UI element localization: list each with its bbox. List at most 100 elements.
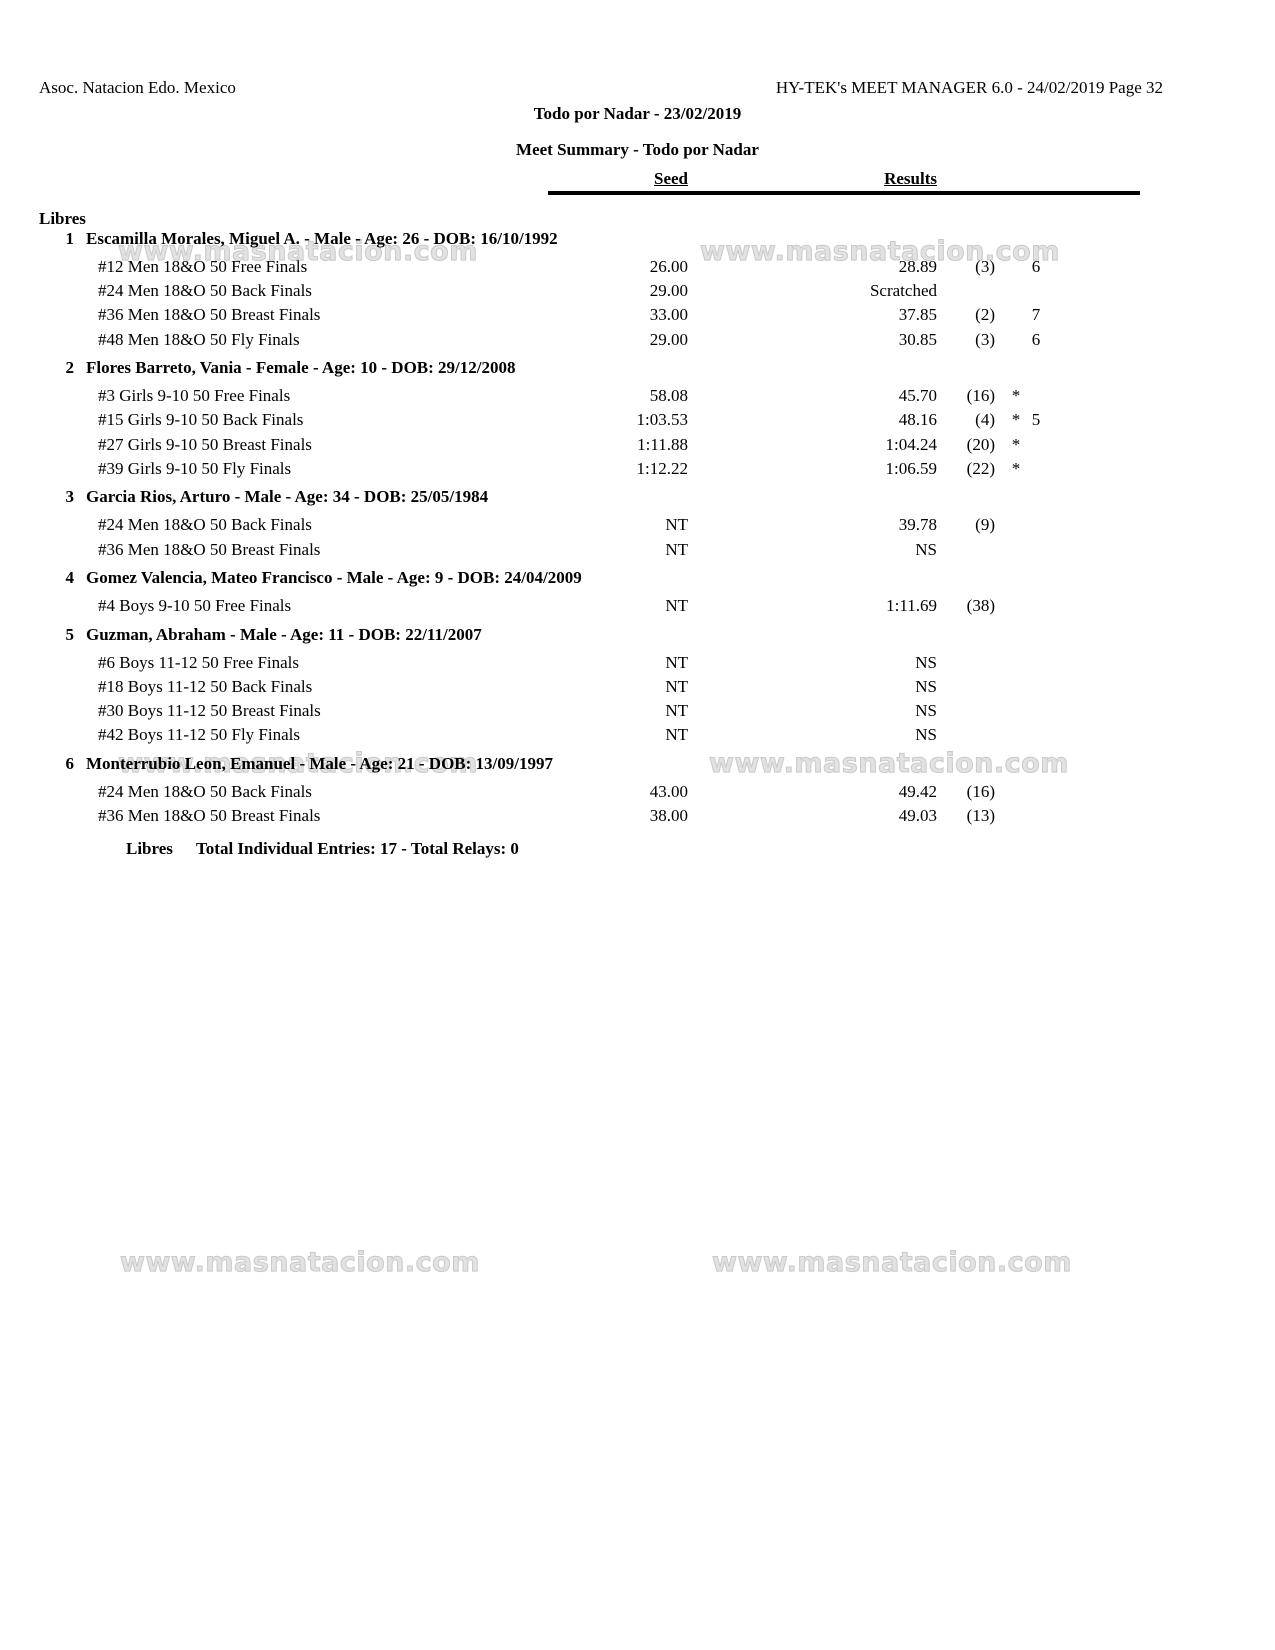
points (1023, 434, 1049, 455)
event-row: #24 Men 18&O 50 Back Finals NT 39.78 (9) (0, 514, 1275, 535)
swimmer-row: 6 Monterrubio Leon, Emanuel - Male - Age:… (0, 753, 1275, 774)
event-name: #39 Girls 9-10 50 Fly Finals (98, 459, 292, 478)
entry-number: 1 (65, 229, 75, 248)
points: 6 (1031, 257, 1041, 276)
points (1023, 781, 1049, 802)
place (915, 724, 995, 745)
points (1023, 676, 1049, 697)
event-name: #24 Men 18&O 50 Back Finals (98, 281, 312, 300)
watermark: www.masnatacion.com (700, 236, 1060, 267)
event-row: #3 Girls 9-10 50 Free Finals 58.08 45.70 (1… (0, 385, 1275, 406)
result-time: 1:11.69 (886, 596, 937, 615)
swimmer-name: Gomez Valencia, Mateo Francisco - Male -… (86, 568, 582, 587)
points (1023, 700, 1049, 721)
event-name: #24 Men 18&O 50 Back Finals (98, 782, 312, 801)
event-row: #4 Boys 9-10 50 Free Finals NT 1:11.69 (38) (0, 595, 1275, 616)
event-name: #18 Boys 11-12 50 Back Finals (98, 677, 313, 696)
swimmer-name: Garcia Rios, Arturo - Male - Age: 34 - D… (86, 487, 489, 506)
swimmer-row: 4 Gomez Valencia, Mateo Francisco - Male … (0, 567, 1275, 588)
seed-time: 43.00 (649, 782, 688, 801)
report-subtitle: Meet Summary - Todo por Nadar (516, 140, 759, 159)
seed-time: 33.00 (649, 305, 688, 324)
result-time: Scratched (869, 281, 937, 300)
watermark: www.masnatacion.com (709, 748, 1069, 779)
points: 7 (1031, 305, 1041, 324)
event-name: #27 Girls 9-10 50 Breast Finals (98, 435, 312, 454)
event-name: #12 Men 18&O 50 Free Finals (98, 257, 308, 276)
club-name: Asoc. Natacion Edo. Mexico (39, 78, 236, 97)
place (915, 676, 995, 697)
result-time: NS (915, 653, 937, 672)
points (1023, 280, 1049, 301)
seed-time: 58.08 (649, 386, 688, 405)
event-row: #6 Boys 11-12 50 Free Finals NT NS (0, 652, 1275, 673)
footer: Libres Total Individual Entries: 17 - To… (0, 838, 1275, 859)
event-name: #3 Girls 9-10 50 Free Finals (98, 386, 291, 405)
seed-time: NT (665, 701, 688, 720)
event-row: #30 Boys 11-12 50 Breast Finals NT NS (0, 700, 1275, 721)
event-row: #12 Men 18&O 50 Free Finals 26.00 28.89 (3)… (0, 256, 1275, 277)
report-header: HY-TEK's MEET MANAGER 6.0 - 24/02/2019 P… (775, 78, 1163, 97)
entry-number: 5 (65, 625, 75, 644)
swimmer-name: Flores Barreto, Vania - Female - Age: 10… (86, 358, 516, 377)
points (1023, 724, 1049, 745)
result-time: 1:04.24 (885, 435, 937, 454)
points (1023, 805, 1049, 826)
place: (3) (975, 257, 995, 276)
section-header: Libres (39, 209, 86, 228)
event-row: #36 Men 18&O 50 Breast Finals NT NS (0, 539, 1275, 560)
seed-time: 38.00 (649, 806, 688, 825)
star-flag: * (1011, 410, 1021, 429)
result-time: 39.78 (898, 515, 937, 534)
points (1023, 385, 1049, 406)
swimmer-row: 3 Garcia Rios, Arturo - Male - Age: 34 - … (0, 486, 1275, 507)
points (1023, 652, 1049, 673)
place: (13) (966, 806, 995, 825)
points: 6 (1031, 330, 1041, 349)
star-flag: * (1011, 459, 1021, 478)
place (915, 652, 995, 673)
entry-number: 4 (65, 568, 75, 587)
entry-number: 3 (65, 487, 75, 506)
entry-number: 6 (65, 754, 75, 773)
place: (4) (975, 410, 995, 429)
swimmer-name: Escamilla Morales, Miguel A. - Male - Ag… (86, 229, 558, 248)
result-time: 49.03 (898, 806, 937, 825)
event-name: #4 Boys 9-10 50 Free Finals (98, 596, 292, 615)
place: (38) (966, 596, 995, 615)
place (915, 700, 995, 721)
seed-time: NT (665, 677, 688, 696)
event-name: #36 Men 18&O 50 Breast Finals (98, 806, 321, 825)
place (915, 280, 995, 301)
event-row: #42 Boys 11-12 50 Fly Finals NT NS (0, 724, 1275, 745)
watermark: www.masnatacion.com (120, 1247, 480, 1278)
result-time: 28.89 (898, 257, 937, 276)
result-time: NS (915, 701, 937, 720)
place: (16) (966, 782, 995, 801)
points (1023, 458, 1049, 479)
seed-time: NT (665, 725, 688, 744)
star-flag: * (1011, 435, 1021, 454)
result-time: NS (915, 540, 937, 559)
points (1023, 595, 1049, 616)
header-rule (548, 191, 1140, 195)
results-column-header: Results (884, 169, 937, 188)
event-name: #6 Boys 11-12 50 Free Finals (98, 653, 300, 672)
event-row: #15 Girls 9-10 50 Back Finals 1:03.53 48.1… (0, 409, 1275, 430)
footer-totals: Total Individual Entries: 17 - Total Rel… (196, 839, 519, 858)
event-row: #24 Men 18&O 50 Back Finals 43.00 49.42 (16… (0, 781, 1275, 802)
result-time: NS (915, 677, 937, 696)
seed-time: NT (665, 596, 688, 615)
watermark: www.masnatacion.com (118, 748, 478, 779)
points (1023, 514, 1049, 535)
event-name: #15 Girls 9-10 50 Back Finals (98, 410, 304, 429)
place: (20) (966, 435, 995, 454)
event-name: #48 Men 18&O 50 Fly Finals (98, 330, 300, 349)
entry-number: 2 (65, 358, 75, 377)
seed-time: NT (665, 515, 688, 534)
place: (16) (966, 386, 995, 405)
result-time: 30.85 (898, 330, 937, 349)
result-time: 1:06.59 (885, 459, 937, 478)
place: (22) (966, 459, 995, 478)
